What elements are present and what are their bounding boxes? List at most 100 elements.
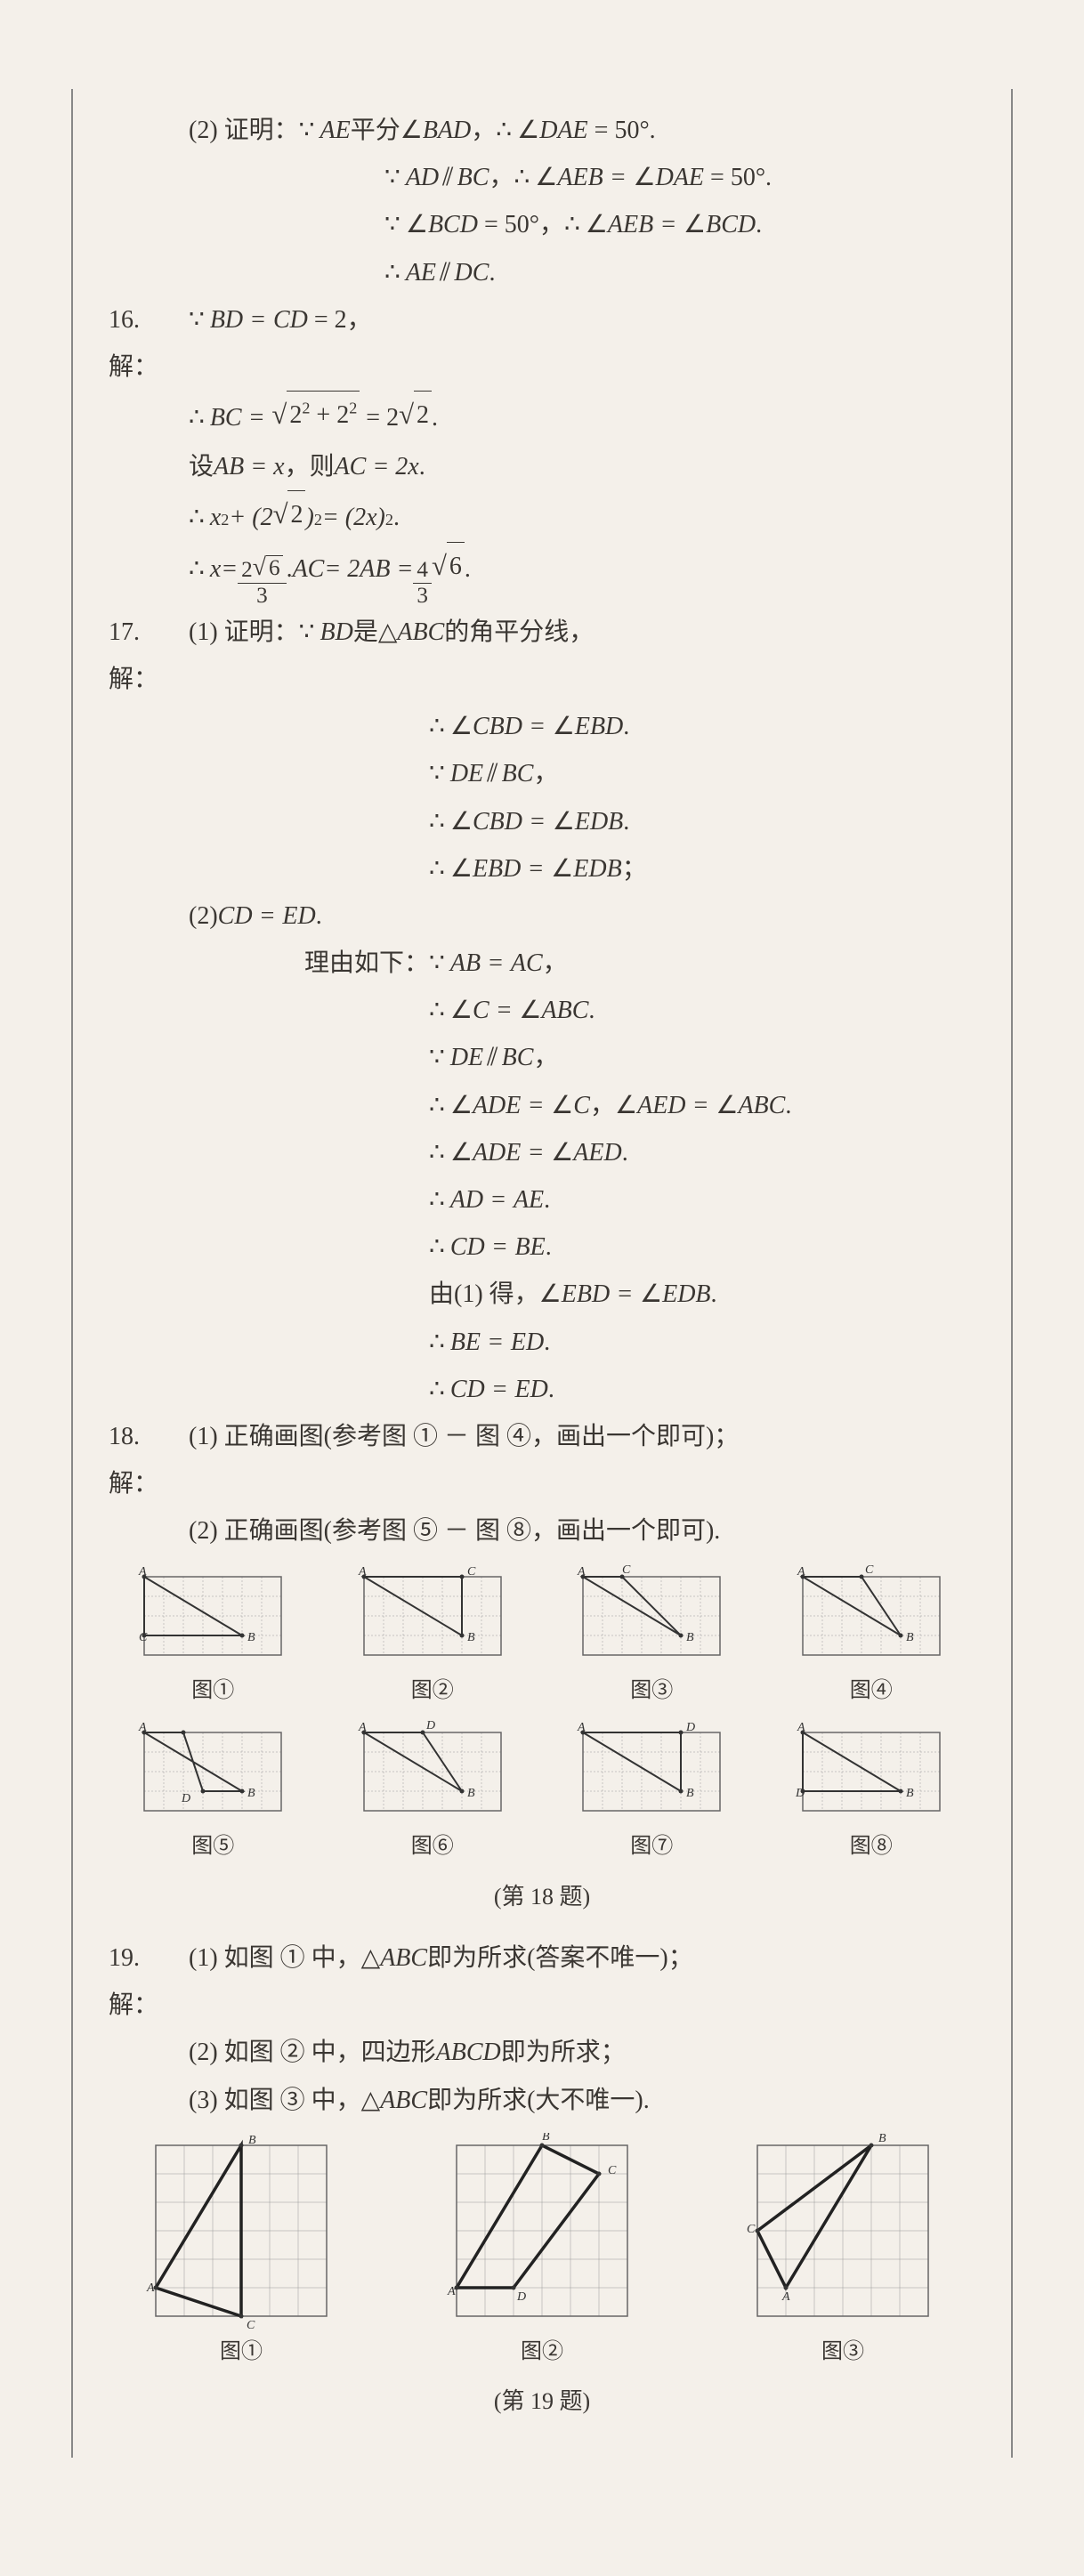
t: [478, 201, 484, 248]
svg-text:A: A: [577, 1721, 586, 1734]
t: 是: [353, 609, 378, 656]
because-icon: [299, 107, 320, 154]
svg-text:C: C: [139, 1631, 148, 1644]
t: =: [243, 296, 273, 343]
t: CD: [273, 296, 308, 343]
q17-num: 17. 解：: [109, 609, 189, 703]
t: ABC: [716, 1082, 785, 1129]
parallel-icon: [483, 1034, 502, 1081]
q19-fig: ABC图③: [710, 2133, 975, 2373]
q19-fig: ABCD图②: [409, 2133, 675, 2373]
q18-row1: ABC图①ABC图②ABC图③ABC图④: [109, 1564, 975, 1712]
q17-p2: (2) CD = ED.: [109, 892, 975, 940]
q18-num: 18. 解：: [109, 1413, 189, 1507]
t: [704, 154, 710, 201]
t: ADE: [450, 1129, 522, 1176]
fig-label: 图③: [630, 1671, 673, 1712]
svg-text:D: D: [425, 1720, 435, 1732]
t: 2: [241, 558, 253, 582]
t: 3: [253, 584, 271, 609]
t: EBD: [553, 703, 624, 750]
t: 3: [413, 584, 432, 609]
q17-r6: AD = AE.: [109, 1176, 975, 1223]
q16-l3: 设 AB = x ，则 AC = 2x.: [109, 443, 975, 490]
t: C: [551, 1082, 590, 1129]
q18-fig: ABC图③: [547, 1564, 756, 1712]
t: =: [521, 845, 551, 892]
t: AD: [406, 154, 439, 201]
fig-label: 图①: [220, 2332, 263, 2373]
t: C: [450, 987, 489, 1034]
t: ABC: [361, 1934, 427, 1982]
t: = 50°.: [595, 107, 656, 154]
because-icon: [299, 609, 320, 656]
t: x: [210, 545, 221, 593]
therefore-icon: [429, 703, 450, 750]
therefore-icon: [429, 987, 450, 1034]
t: ABC: [361, 2077, 427, 2124]
q17-re: 理由如下： AB = AC，: [109, 940, 975, 987]
t: =: [521, 1129, 551, 1176]
svg-text:D: D: [181, 1792, 190, 1805]
svg-text:B: B: [542, 2133, 550, 2144]
t: ADE: [450, 1082, 522, 1129]
svg-text:A: A: [358, 1565, 367, 1579]
q17-r8: 由(1) 得， EBD = EDB.: [109, 1271, 975, 1318]
t: ED: [282, 892, 315, 940]
q16-num: 16. 解：: [109, 296, 189, 391]
fig-label: 图⑤: [191, 1827, 234, 1868]
q18-fig: ABD图⑦: [547, 1720, 756, 1868]
q19-l3: (3) 如图 ③ 中， ABC 即为所求(大不唯一).: [109, 2077, 975, 2124]
t: =: [522, 798, 553, 845]
t: DAE: [517, 107, 588, 154]
t: EDB: [640, 1271, 711, 1318]
q17-l4: CBD = EDB.: [109, 798, 975, 845]
t: + (2: [229, 494, 272, 541]
t: (3) 如图 ③ 中，: [189, 2077, 361, 2124]
t: .: [287, 545, 293, 593]
t: BC: [210, 394, 242, 441]
svg-text:C: C: [247, 2319, 255, 2329]
t: = 2AB =: [324, 545, 413, 593]
t: BAD: [400, 107, 472, 154]
svg-text:D: D: [685, 1721, 695, 1734]
fig-label: 图⑥: [411, 1827, 454, 1868]
because-icon: [429, 940, 450, 987]
svg-text:A: A: [138, 1565, 147, 1579]
therefore-icon: [384, 249, 406, 296]
t: =: [253, 892, 283, 940]
t: (1) 正确画图(参考图 ① － 图 ④，画出一个即可)；: [189, 1413, 739, 1460]
t: DE: [450, 1034, 483, 1081]
therefore-icon: [189, 494, 210, 541]
t: BC: [502, 750, 534, 797]
t: 理由如下：: [304, 940, 429, 987]
t: =: [485, 1366, 515, 1413]
t: AEB: [535, 154, 603, 201]
q16-l2: BC = 22 + 22 = 2 2.: [109, 391, 975, 443]
t: 4: [413, 558, 432, 584]
q19-caption: (第 19 题): [109, 2379, 975, 2423]
t: BD: [320, 609, 352, 656]
q17-l5: EBD = EDB；: [109, 845, 975, 892]
q17-r9: BE = ED.: [109, 1319, 975, 1366]
t: =: [521, 1082, 551, 1129]
t: DAE: [634, 154, 705, 201]
t: (2) 如图 ② 中，四边形: [189, 2029, 436, 2076]
q18-fig: ABD图⑧: [767, 1720, 976, 1868]
svg-text:B: B: [467, 1631, 475, 1644]
q19-fig: ABC图①: [109, 2133, 374, 2373]
because-icon: [384, 154, 406, 201]
svg-text:B: B: [467, 1787, 475, 1800]
svg-text:A: A: [577, 1565, 586, 1579]
therefore-icon: [189, 545, 210, 593]
q19-l2: (2) 如图 ② 中，四边形 ABCD 即为所求；: [109, 2029, 975, 2076]
svg-text:B: B: [686, 1787, 694, 1800]
t: CD: [450, 1223, 485, 1271]
t: (2) 正确画图(参考图 ⑤ － 图 ⑧，画出一个即可).: [189, 1507, 720, 1554]
t: CD: [450, 1366, 485, 1413]
svg-text:C: C: [747, 2223, 756, 2236]
t: 6: [447, 542, 465, 590]
svg-text:C: C: [622, 1564, 631, 1577]
t: (2): [189, 892, 218, 940]
t: 由(1) 得，: [429, 1271, 539, 1318]
